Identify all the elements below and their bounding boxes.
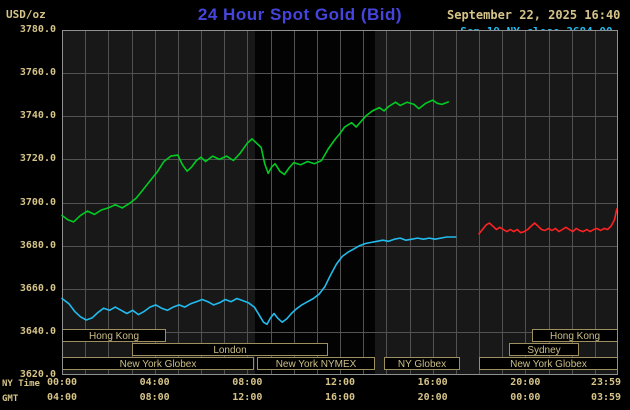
session-box-sydney: [509, 343, 579, 356]
chart-title: 24 Hour Spot Gold (Bid): [197, 5, 403, 24]
session-label: Hong Kong: [89, 331, 139, 342]
session-label: London: [213, 345, 246, 356]
series-line-sep21: [478, 208, 618, 235]
ny-time-tick-label: 00:00: [46, 377, 78, 388]
session-label: New York NYMEX: [276, 359, 357, 370]
x-axis-gmt-label: GMT: [2, 394, 19, 404]
session-label: New York Globex: [120, 359, 197, 370]
ny-time-tick-label: 08:00: [232, 377, 263, 388]
ny-time-tick-label: 04:00: [139, 377, 170, 388]
x-axis-gmt-ticks: 04:00 08:00 12:00 16:00 20:00 00:00 03:59: [0, 392, 630, 405]
y-tick-label: 3660.0: [19, 282, 56, 294]
session-label: Hong Kong: [550, 331, 600, 342]
y-tick-label: 3760.0: [19, 67, 56, 79]
session-label: NY Globex: [398, 359, 446, 370]
y-tick-label: 3680.0: [19, 239, 56, 251]
y-tick-label: 3720.0: [19, 153, 56, 165]
ny-time-tick-label: 12:00: [324, 377, 356, 388]
x-axis-ny-time-label: NY Time: [2, 379, 40, 389]
session-label: Sydney: [527, 345, 560, 356]
x-axis-ny-ticks: 00:00 04:00 08:00 12:00 16:00 20:00 23:59: [0, 377, 630, 390]
session-box-london: [132, 343, 328, 356]
session-box-ny-globex: [384, 357, 460, 370]
y-tick-label: 3700.0: [19, 196, 56, 208]
session-label: New York Globex: [510, 359, 587, 370]
gmt-tick-label: 04:00: [46, 392, 78, 403]
gmt-tick-label: 08:00: [139, 392, 170, 403]
chart-datetime: September 22, 2025 16:40: [447, 8, 621, 22]
series-line-sep19: [61, 236, 457, 326]
y-tick-label: 3780.0: [19, 24, 56, 35]
ny-time-tick-label: 16:00: [417, 377, 448, 388]
gmt-tick-label: 16:00: [324, 392, 356, 403]
nymex-session-band: [254, 30, 375, 375]
y-tick-label: 3740.0: [19, 110, 56, 122]
plot-border: [62, 30, 618, 375]
gmt-tick-label: 00:00: [510, 392, 541, 403]
gmt-tick-label: 20:00: [417, 392, 448, 403]
gmt-tick-label: 12:00: [232, 392, 263, 403]
y-axis-unit-label: USD/oz: [6, 8, 46, 21]
y-tick-label: 3640.0: [19, 325, 56, 337]
series-line-sep22: [61, 99, 450, 223]
y-axis-ticks: 3780.0 3760.0 3740.0 3720.0 3700.0 3680.0 3660…: [0, 0, 58, 410]
ny-time-tick-label: 23:59: [590, 377, 622, 388]
session-box-new-york-nymex: [257, 357, 375, 370]
gmt-tick-label: 03:59: [590, 392, 622, 403]
y-tick-label: 3620.0: [19, 369, 56, 380]
ny-time-tick-label: 20:00: [510, 377, 541, 388]
